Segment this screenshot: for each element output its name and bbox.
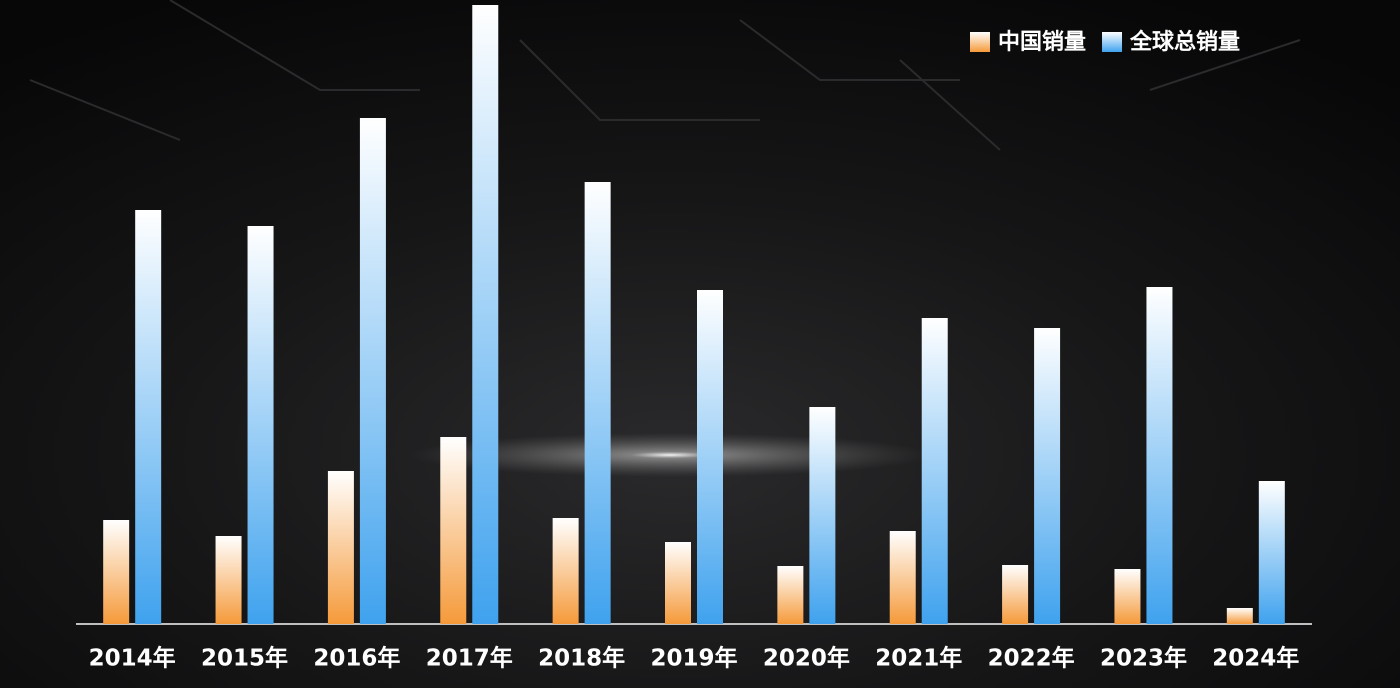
bar <box>697 290 723 624</box>
bar <box>1034 328 1061 624</box>
bar <box>665 542 691 624</box>
bar <box>472 5 499 624</box>
x-tick-label: 2023年 <box>1100 645 1187 672</box>
bar <box>440 437 467 624</box>
bar <box>809 407 836 624</box>
bar <box>327 471 354 624</box>
x-tick-label: 2016年 <box>313 645 400 672</box>
legend-label: 全球总销量 <box>1129 29 1240 55</box>
legend-swatch <box>970 32 990 52</box>
bar <box>215 536 242 624</box>
x-tick-label: 2021年 <box>875 645 962 672</box>
bar <box>889 531 916 624</box>
x-tick-label: 2019年 <box>650 645 737 672</box>
x-tick-label: 2014年 <box>89 645 176 672</box>
x-tick-label: 2022年 <box>988 645 1075 672</box>
bar <box>1226 608 1253 624</box>
decor-lines <box>29 0 1301 151</box>
x-tick-label: 2015年 <box>201 645 288 672</box>
bar <box>921 318 948 624</box>
bar <box>552 518 579 624</box>
bar <box>1114 569 1141 624</box>
light-glow <box>410 433 930 477</box>
x-tick-label: 2020年 <box>763 645 850 672</box>
bar <box>359 118 386 624</box>
bar <box>135 210 162 624</box>
x-tick-label: 2017年 <box>426 645 513 672</box>
x-tick-label: 2024年 <box>1212 645 1299 672</box>
bar <box>1146 287 1173 624</box>
bar <box>103 520 130 624</box>
bar <box>777 566 804 624</box>
legend-label: 中国销量 <box>998 30 1086 55</box>
bar <box>584 182 611 624</box>
x-tick-label: 2018年 <box>538 645 625 672</box>
bar <box>1258 481 1285 624</box>
bar <box>247 226 274 624</box>
bar <box>1002 565 1029 624</box>
legend-swatch <box>1102 32 1123 52</box>
